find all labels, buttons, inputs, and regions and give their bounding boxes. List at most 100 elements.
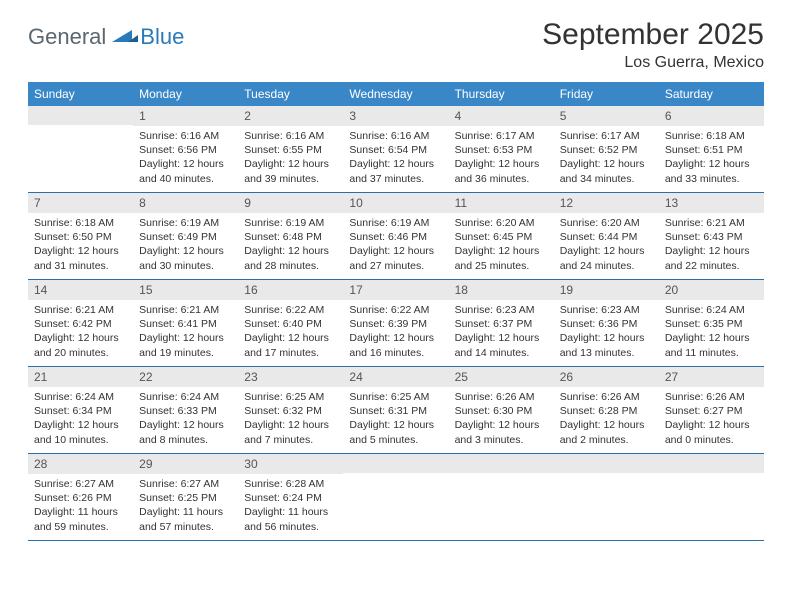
- day-number: 23: [238, 367, 343, 387]
- day-number: 4: [449, 106, 554, 126]
- day-number: 21: [28, 367, 133, 387]
- sunset-text: Sunset: 6:28 PM: [560, 404, 653, 418]
- sunrise-text: Sunrise: 6:24 AM: [139, 390, 232, 404]
- week-row: 14Sunrise: 6:21 AMSunset: 6:42 PMDayligh…: [28, 280, 764, 367]
- daylight-text: Daylight: 11 hours and 57 minutes.: [139, 505, 232, 533]
- daylight-text: Daylight: 12 hours and 28 minutes.: [244, 244, 337, 272]
- sunset-text: Sunset: 6:26 PM: [34, 491, 127, 505]
- day-body: Sunrise: 6:28 AMSunset: 6:24 PMDaylight:…: [238, 474, 343, 540]
- day-number: 19: [554, 280, 659, 300]
- sunset-text: Sunset: 6:46 PM: [349, 230, 442, 244]
- day-body: Sunrise: 6:26 AMSunset: 6:27 PMDaylight:…: [659, 387, 764, 453]
- day-cell: 14Sunrise: 6:21 AMSunset: 6:42 PMDayligh…: [28, 280, 133, 366]
- day-cell: 16Sunrise: 6:22 AMSunset: 6:40 PMDayligh…: [238, 280, 343, 366]
- day-number: 24: [343, 367, 448, 387]
- sunrise-text: Sunrise: 6:21 AM: [34, 303, 127, 317]
- day-number: [554, 454, 659, 473]
- sunrise-text: Sunrise: 6:28 AM: [244, 477, 337, 491]
- daylight-text: Daylight: 12 hours and 5 minutes.: [349, 418, 442, 446]
- sunset-text: Sunset: 6:42 PM: [34, 317, 127, 331]
- logo: General Blue: [28, 24, 184, 50]
- daylight-text: Daylight: 12 hours and 24 minutes.: [560, 244, 653, 272]
- weekday-header: Monday: [133, 82, 238, 106]
- page-title: September 2025: [542, 18, 764, 52]
- day-body: [28, 125, 133, 134]
- daylight-text: Daylight: 12 hours and 17 minutes.: [244, 331, 337, 359]
- day-body: Sunrise: 6:17 AMSunset: 6:53 PMDaylight:…: [449, 126, 554, 192]
- daylight-text: Daylight: 12 hours and 13 minutes.: [560, 331, 653, 359]
- day-cell: 17Sunrise: 6:22 AMSunset: 6:39 PMDayligh…: [343, 280, 448, 366]
- sunset-text: Sunset: 6:24 PM: [244, 491, 337, 505]
- day-body: Sunrise: 6:24 AMSunset: 6:34 PMDaylight:…: [28, 387, 133, 453]
- day-number: 26: [554, 367, 659, 387]
- sunrise-text: Sunrise: 6:25 AM: [244, 390, 337, 404]
- daylight-text: Daylight: 12 hours and 40 minutes.: [139, 157, 232, 185]
- day-cell: 1Sunrise: 6:16 AMSunset: 6:56 PMDaylight…: [133, 106, 238, 192]
- sunset-text: Sunset: 6:39 PM: [349, 317, 442, 331]
- sunrise-text: Sunrise: 6:19 AM: [349, 216, 442, 230]
- day-cell: 3Sunrise: 6:16 AMSunset: 6:54 PMDaylight…: [343, 106, 448, 192]
- sunset-text: Sunset: 6:56 PM: [139, 143, 232, 157]
- sunset-text: Sunset: 6:35 PM: [665, 317, 758, 331]
- sunrise-text: Sunrise: 6:23 AM: [455, 303, 548, 317]
- day-number: 3: [343, 106, 448, 126]
- sunset-text: Sunset: 6:55 PM: [244, 143, 337, 157]
- daylight-text: Daylight: 12 hours and 33 minutes.: [665, 157, 758, 185]
- day-cell: 12Sunrise: 6:20 AMSunset: 6:44 PMDayligh…: [554, 193, 659, 279]
- sunset-text: Sunset: 6:49 PM: [139, 230, 232, 244]
- sunset-text: Sunset: 6:44 PM: [560, 230, 653, 244]
- day-cell: 6Sunrise: 6:18 AMSunset: 6:51 PMDaylight…: [659, 106, 764, 192]
- day-cell: 26Sunrise: 6:26 AMSunset: 6:28 PMDayligh…: [554, 367, 659, 453]
- sunrise-text: Sunrise: 6:22 AM: [244, 303, 337, 317]
- day-cell: 27Sunrise: 6:26 AMSunset: 6:27 PMDayligh…: [659, 367, 764, 453]
- day-body: Sunrise: 6:19 AMSunset: 6:46 PMDaylight:…: [343, 213, 448, 279]
- daylight-text: Daylight: 11 hours and 59 minutes.: [34, 505, 127, 533]
- day-number: [28, 106, 133, 125]
- logo-text-general: General: [28, 24, 106, 50]
- day-cell: 20Sunrise: 6:24 AMSunset: 6:35 PMDayligh…: [659, 280, 764, 366]
- daylight-text: Daylight: 12 hours and 2 minutes.: [560, 418, 653, 446]
- day-number: 28: [28, 454, 133, 474]
- day-body: [554, 473, 659, 482]
- sunset-text: Sunset: 6:31 PM: [349, 404, 442, 418]
- sunrise-text: Sunrise: 6:20 AM: [560, 216, 653, 230]
- daylight-text: Daylight: 12 hours and 31 minutes.: [34, 244, 127, 272]
- day-cell: 10Sunrise: 6:19 AMSunset: 6:46 PMDayligh…: [343, 193, 448, 279]
- day-number: 18: [449, 280, 554, 300]
- day-cell: [28, 106, 133, 192]
- sunset-text: Sunset: 6:53 PM: [455, 143, 548, 157]
- day-cell: 9Sunrise: 6:19 AMSunset: 6:48 PMDaylight…: [238, 193, 343, 279]
- sunrise-text: Sunrise: 6:26 AM: [560, 390, 653, 404]
- day-body: Sunrise: 6:17 AMSunset: 6:52 PMDaylight:…: [554, 126, 659, 192]
- day-number: 20: [659, 280, 764, 300]
- daylight-text: Daylight: 12 hours and 0 minutes.: [665, 418, 758, 446]
- day-number: 17: [343, 280, 448, 300]
- day-body: [449, 473, 554, 482]
- daylight-text: Daylight: 12 hours and 16 minutes.: [349, 331, 442, 359]
- day-number: 22: [133, 367, 238, 387]
- sunset-text: Sunset: 6:41 PM: [139, 317, 232, 331]
- daylight-text: Daylight: 12 hours and 14 minutes.: [455, 331, 548, 359]
- sunrise-text: Sunrise: 6:16 AM: [244, 129, 337, 143]
- daylight-text: Daylight: 12 hours and 27 minutes.: [349, 244, 442, 272]
- day-number: 11: [449, 193, 554, 213]
- day-body: Sunrise: 6:23 AMSunset: 6:36 PMDaylight:…: [554, 300, 659, 366]
- day-body: Sunrise: 6:18 AMSunset: 6:51 PMDaylight:…: [659, 126, 764, 192]
- weekday-header: Wednesday: [343, 82, 448, 106]
- sunrise-text: Sunrise: 6:23 AM: [560, 303, 653, 317]
- day-body: Sunrise: 6:24 AMSunset: 6:33 PMDaylight:…: [133, 387, 238, 453]
- day-number: 6: [659, 106, 764, 126]
- day-body: Sunrise: 6:27 AMSunset: 6:26 PMDaylight:…: [28, 474, 133, 540]
- daylight-text: Daylight: 12 hours and 39 minutes.: [244, 157, 337, 185]
- day-cell: 5Sunrise: 6:17 AMSunset: 6:52 PMDaylight…: [554, 106, 659, 192]
- day-body: Sunrise: 6:19 AMSunset: 6:49 PMDaylight:…: [133, 213, 238, 279]
- day-cell: 13Sunrise: 6:21 AMSunset: 6:43 PMDayligh…: [659, 193, 764, 279]
- title-block: September 2025 Los Guerra, Mexico: [542, 18, 764, 72]
- sunset-text: Sunset: 6:51 PM: [665, 143, 758, 157]
- day-body: [659, 473, 764, 482]
- day-cell: 8Sunrise: 6:19 AMSunset: 6:49 PMDaylight…: [133, 193, 238, 279]
- day-body: Sunrise: 6:16 AMSunset: 6:56 PMDaylight:…: [133, 126, 238, 192]
- day-body: Sunrise: 6:22 AMSunset: 6:40 PMDaylight:…: [238, 300, 343, 366]
- day-body: Sunrise: 6:26 AMSunset: 6:28 PMDaylight:…: [554, 387, 659, 453]
- sunset-text: Sunset: 6:40 PM: [244, 317, 337, 331]
